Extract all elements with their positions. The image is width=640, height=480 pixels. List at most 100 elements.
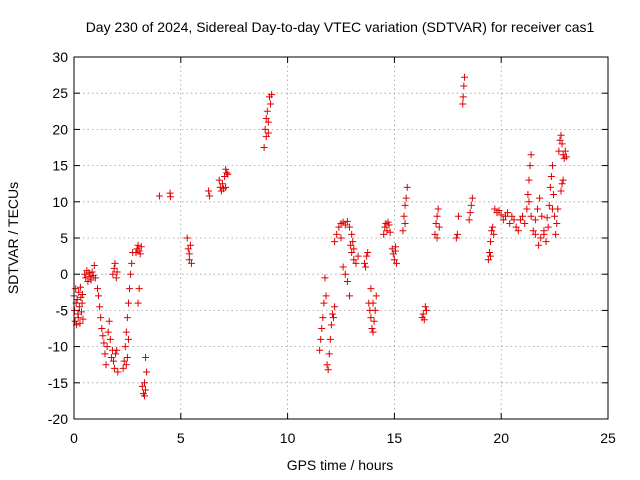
data-point [111,364,119,372]
data-point [372,292,380,300]
data-point [123,353,131,361]
data-point [349,238,357,246]
data-point [76,283,84,291]
data-point [104,328,112,336]
data-point [262,133,270,141]
x-tick-label: 10 [280,430,296,446]
data-point [548,205,556,213]
data-point [421,303,429,311]
data-point [75,288,83,296]
data-point [324,366,332,374]
data-point [319,314,327,322]
chart-title: Day 230 of 2024, Sidereal Day-to-day VTE… [86,19,595,35]
data-point [363,252,371,260]
data-point [434,205,442,213]
data-point [205,187,213,195]
x-tick-label: 20 [493,430,509,446]
data-point [540,230,548,238]
y-tick-label: -5 [56,302,69,318]
data-point [222,183,230,191]
data-point [525,198,533,206]
data-point [135,285,143,293]
data-point [330,314,338,322]
data-point [543,214,551,222]
data-point [264,129,272,137]
data-point [459,100,467,108]
data-point [403,183,411,191]
data-point [367,285,375,293]
data-point [75,303,83,311]
data-point [557,187,565,195]
data-point [79,290,87,298]
data-point [497,211,505,219]
data-point [343,217,351,225]
y-tick-label: 10 [52,194,68,210]
data-point [113,268,121,276]
data-point [327,321,335,329]
data-point [337,234,345,242]
data-point [393,259,401,267]
data-point [206,192,214,200]
data-point [420,316,428,324]
data-point [339,263,347,271]
data-point [383,227,391,235]
data-point [333,230,341,238]
data-point [218,180,226,188]
data-point [508,212,516,220]
data-point [185,250,193,258]
data-point [453,230,461,238]
data-point [501,212,509,220]
data-point [465,216,473,224]
data-point [390,256,398,264]
data-point [264,118,272,126]
data-point [142,386,150,394]
data-point [551,212,559,220]
data-point [143,368,151,376]
data-point [460,82,468,90]
data-point [386,228,394,236]
data-point [138,382,146,390]
data-point [110,264,118,272]
data-point [122,361,130,369]
data-point [91,274,99,282]
data-point [140,392,148,400]
data-point [183,234,191,242]
data-point [101,350,109,358]
data-point [134,241,142,249]
data-point [544,223,552,231]
data-point [499,216,507,224]
data-point [432,220,440,228]
x-tick-label: 5 [177,430,185,446]
data-point [215,176,223,184]
data-point [134,299,142,307]
data-point [546,183,554,191]
data-point [263,107,271,115]
y-tick-label: 15 [52,158,68,174]
data-point [370,317,378,325]
data-point [400,212,408,220]
data-point [111,259,119,267]
data-point [155,192,163,200]
data-point [112,274,120,282]
data-point [86,272,94,280]
data-point [77,308,85,316]
data-point [350,256,358,264]
data-point [119,364,127,372]
data-point [490,230,498,238]
data-point [536,194,544,202]
data-point [110,357,118,365]
data-point [527,151,535,159]
data-points [70,73,570,400]
data-point [487,238,495,246]
data-point [76,319,84,327]
y-tick-label: 20 [52,121,68,137]
data-point [460,73,468,81]
data-point [93,285,101,293]
data-point [401,220,409,228]
data-point [140,379,148,387]
data-point [318,325,326,332]
data-point [484,256,492,264]
data-point [107,353,115,361]
data-point [95,292,103,300]
